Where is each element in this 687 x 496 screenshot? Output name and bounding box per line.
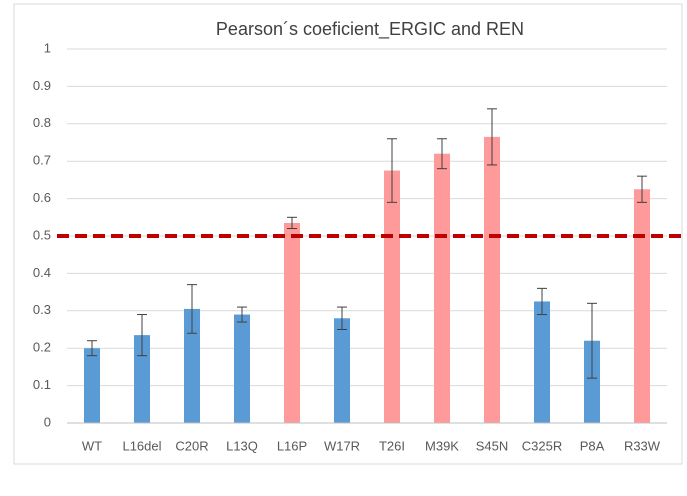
x-tick-label: S45N: [476, 438, 509, 453]
y-tick-label: 0.6: [33, 190, 51, 205]
y-tick-label: 0.3: [33, 302, 51, 317]
bar: [134, 335, 150, 423]
bar: [534, 301, 550, 423]
y-tick-label: 0.2: [33, 340, 51, 355]
x-tick-label: C20R: [175, 438, 208, 453]
x-tick-label: C325R: [522, 438, 562, 453]
bar: [434, 153, 450, 423]
y-tick-label: 0.8: [33, 115, 51, 130]
x-tick-label: L16del: [122, 438, 161, 453]
y-tick-label: 0.5: [33, 227, 51, 242]
x-tick-label: WT: [82, 438, 102, 453]
bar: [184, 308, 200, 423]
y-tick-label: 0.9: [33, 78, 51, 93]
bar: [584, 340, 600, 423]
y-tick-label: 0: [44, 414, 51, 429]
bar: [84, 348, 100, 423]
x-tick-label: T26I: [379, 438, 405, 453]
x-tick-label: L13Q: [226, 438, 258, 453]
y-tick-label: 1: [44, 40, 51, 55]
x-tick-label: P8A: [580, 438, 605, 453]
x-tick-label: L16P: [277, 438, 307, 453]
y-tick-label: 0.1: [33, 377, 51, 392]
x-tick-label: R33W: [624, 438, 661, 453]
y-tick-label: 0.7: [33, 153, 51, 168]
x-tick-label: W17R: [324, 438, 360, 453]
y-tick-label: 0.4: [33, 265, 51, 280]
bar: [234, 314, 250, 423]
bar: [384, 170, 400, 423]
bar: [484, 136, 500, 423]
bar: [334, 318, 350, 423]
bar: [284, 222, 300, 423]
x-tick-label: M39K: [425, 438, 459, 453]
chart-title: Pearson´s coeficient_ERGIC and REN: [216, 19, 524, 40]
bar: [634, 189, 650, 423]
